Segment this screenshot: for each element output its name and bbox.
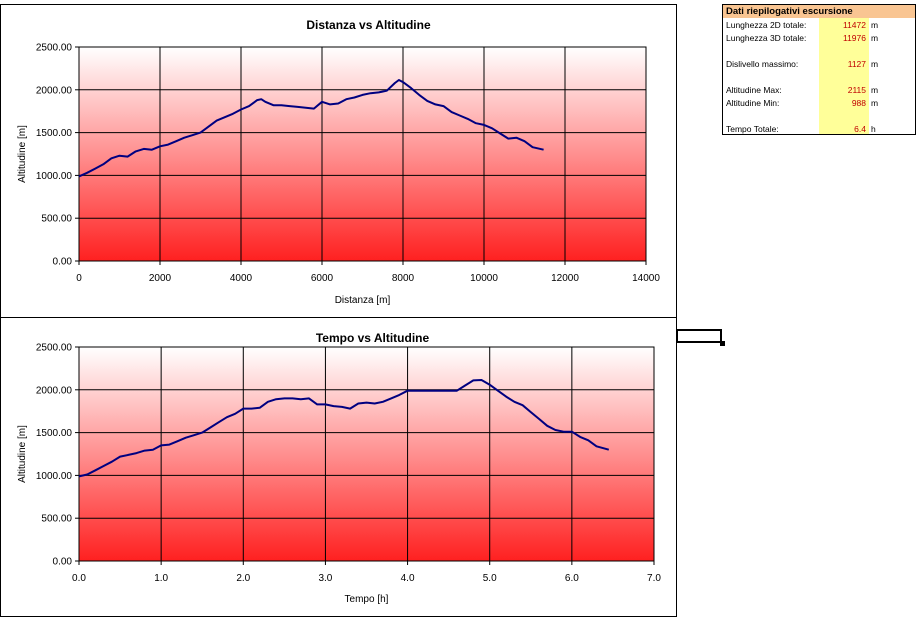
y-tick-label: 2000.00	[36, 385, 73, 396]
x-tick-label: 7.0	[647, 573, 661, 584]
x-tick-label: 1.0	[154, 573, 168, 584]
summary-row-length-3d[interactable]: Lunghezza 3D totale: 11976 m	[723, 32, 915, 44]
selected-cell[interactable]	[676, 329, 722, 343]
plot-area	[78, 346, 655, 562]
x-tick-label: 3.0	[318, 573, 332, 584]
summary-unit: h	[871, 124, 876, 134]
summary-row-max-elevation-gain[interactable]: Dislivello massimo: 1127 m	[723, 58, 915, 70]
x-tick-label: 4000	[230, 273, 253, 284]
x-axis-label: Tempo [h]	[345, 594, 389, 605]
y-tick-label: 1500.00	[36, 428, 73, 439]
summary-label: Lunghezza 3D totale:	[726, 33, 807, 43]
chart-title: Tempo vs Altitudine	[316, 331, 430, 345]
summary-row-total-time[interactable]: Tempo Totale: 6.4 h	[723, 123, 915, 135]
y-tick-label: 1500.00	[36, 128, 73, 139]
summary-label: Dislivello massimo:	[726, 59, 799, 69]
altitude-series-line	[78, 379, 610, 478]
x-tick-label: 2.0	[236, 573, 250, 584]
summary-unit: m	[871, 20, 879, 30]
time-altitude-chart-svg: 0.0 1.0 2.0 3.0 4.0 5.0 6.0 7.0 0.00 500.00 1000.0…	[17, 331, 661, 605]
x-tick-label: 6000	[311, 273, 334, 284]
plot-area	[78, 46, 647, 262]
summary-row-altitude-max[interactable]: Altitudine Max: 2115 m	[723, 84, 915, 96]
time-altitude-chart[interactable]: 0.0 1.0 2.0 3.0 4.0 5.0 6.0 7.0 0.00 500.00 1000.0…	[0, 317, 677, 617]
summary-unit: m	[871, 85, 879, 95]
x-tick-label: 6.0	[565, 573, 579, 584]
summary-label: Lunghezza 2D totale:	[726, 20, 807, 30]
summary-table[interactable]: Dati riepilogativi escursione Lunghezza …	[722, 4, 916, 135]
summary-value: 11976	[842, 33, 866, 43]
summary-value: 2115	[847, 85, 866, 95]
fill-handle[interactable]	[720, 341, 725, 346]
y-tick-label: 0.00	[53, 257, 73, 268]
y-tick-label: 2000.00	[36, 85, 73, 96]
summary-label: Altitudine Min:	[726, 98, 780, 108]
summary-label: Altitudine Max:	[726, 85, 782, 95]
x-axis-label: Distanza [m]	[335, 295, 391, 306]
y-axis-label: Altitudine [m]	[17, 425, 28, 483]
summary-value: 6.4	[854, 124, 866, 134]
x-tick-label: 2000	[149, 273, 172, 284]
x-tick-label: 4.0	[401, 573, 415, 584]
x-tick-label: 10000	[470, 273, 498, 284]
y-tick-label: 1000.00	[36, 471, 73, 482]
y-tick-label: 2500.00	[36, 343, 73, 354]
summary-value: 11472	[842, 20, 866, 30]
y-tick-label: 500.00	[41, 514, 72, 525]
chart-title: Distanza vs Altitudine	[306, 18, 431, 32]
altitude-series-line	[78, 79, 544, 178]
summary-row-altitude-min[interactable]: Altitudine Min: 988 m	[723, 97, 915, 109]
x-tick-label: 8000	[392, 273, 415, 284]
y-tick-label: 500.00	[41, 214, 72, 225]
summary-title: Dati riepilogativi escursione	[723, 5, 915, 18]
y-tick-label: 2500.00	[36, 43, 73, 54]
y-tick-label: 1000.00	[36, 171, 73, 182]
summary-value: 1127	[847, 59, 866, 69]
summary-row-length-2d[interactable]: Lunghezza 2D totale: 11472 m	[723, 19, 915, 31]
y-axis-label: Altitudine [m]	[17, 125, 28, 183]
x-tick-label: 0	[76, 273, 82, 284]
x-tick-label: 14000	[632, 273, 660, 284]
summary-label: Tempo Totale:	[726, 124, 779, 134]
summary-unit: m	[871, 98, 879, 108]
summary-value-column	[819, 18, 869, 134]
x-tick-label: 5.0	[483, 573, 497, 584]
y-tick-label: 0.00	[53, 557, 73, 568]
x-tick-label: 0.0	[72, 573, 86, 584]
distance-altitude-chart[interactable]: 0 2000 4000 6000 8000 10000 12000 14000 0.00 500.…	[0, 4, 677, 318]
summary-unit: m	[871, 33, 879, 43]
x-tick-label: 12000	[551, 273, 579, 284]
distance-altitude-chart-svg: 0 2000 4000 6000 8000 10000 12000 14000 0.00 500.…	[17, 18, 660, 306]
summary-unit: m	[871, 59, 879, 69]
summary-value: 988	[851, 98, 866, 108]
